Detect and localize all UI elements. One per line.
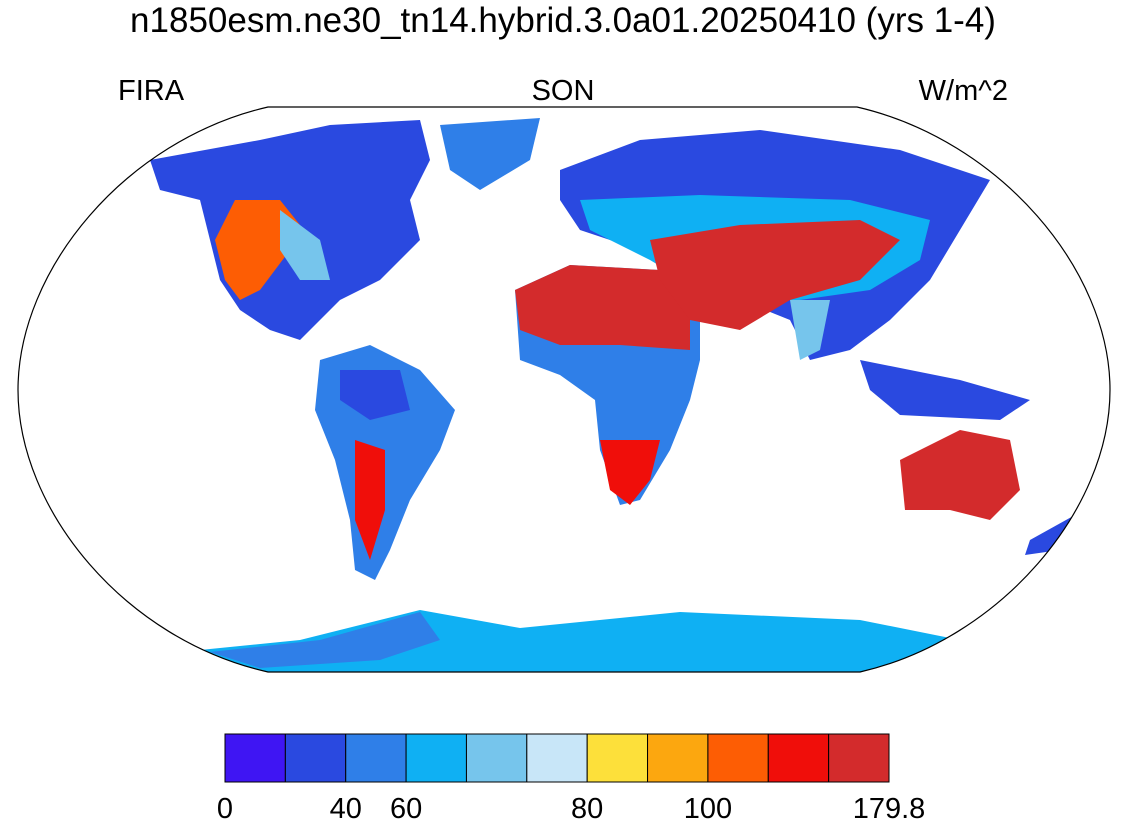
colorbar-label: 0: [217, 793, 233, 822]
land: [440, 118, 540, 190]
colorbar-box: [647, 733, 709, 783]
subtitle-center: SON: [532, 75, 595, 107]
colorbar: 0 40 60 80 100 179.8: [217, 733, 926, 822]
colorbar-box: [767, 733, 830, 783]
land: [1025, 515, 1075, 555]
colorbar-label: 179.8: [853, 793, 926, 822]
land-warm: [215, 200, 300, 300]
land-warm: [650, 220, 900, 330]
colorbar-label: 80: [571, 793, 603, 822]
colorbar-box: [345, 733, 407, 783]
colorbar-box: [284, 733, 347, 783]
title: n1850esm.ne30_tn14.hybrid.3.0a01.2025041…: [130, 1, 996, 40]
land-warm: [515, 265, 690, 350]
map-border: [17, 106, 1111, 673]
colorbar-box: [465, 733, 528, 783]
land: [790, 300, 830, 360]
colorbar-box: [828, 733, 890, 783]
colorbar-box: [586, 733, 649, 783]
land: [210, 612, 440, 668]
land: [340, 370, 410, 420]
colorbar-label: 60: [390, 793, 422, 822]
subtitle-right: W/m^2: [919, 75, 1008, 107]
land: [280, 210, 330, 280]
land-warm: [355, 440, 385, 560]
land-warm: [600, 440, 660, 505]
colorbar-label: 100: [684, 793, 732, 822]
colorbar-box: [707, 733, 769, 783]
land: [860, 360, 1030, 420]
colorbar-box: [526, 733, 588, 783]
colorbar-box: [405, 733, 467, 783]
subtitle-left: FIRA: [118, 75, 185, 107]
colorbar-box: [224, 733, 286, 783]
land-warm: [900, 430, 1020, 520]
map: [150, 118, 1075, 672]
colorbar-label: 40: [330, 793, 362, 822]
